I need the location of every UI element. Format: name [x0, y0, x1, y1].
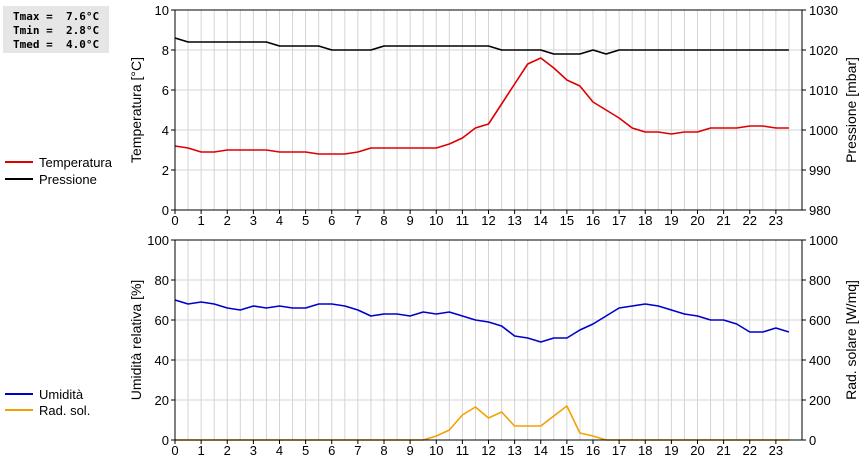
tmax-text: Tmax = 7.6°C: [13, 10, 100, 23]
x-tick-label: 19: [664, 443, 678, 458]
series-line-humidity: [174, 299, 790, 343]
x-tick-label: 13: [507, 443, 521, 458]
y-axis-title: Temperatura [°C]: [128, 57, 144, 163]
legend-label-humidity: Umidità: [39, 386, 84, 402]
y2-tick-label: 1000: [809, 123, 838, 138]
x-tick-label: 2: [224, 443, 231, 458]
x-tick-label: 3: [250, 443, 257, 458]
x-tick-label: 10: [429, 443, 443, 458]
x-tick-label: 16: [586, 213, 600, 228]
x-tick-label: 0: [171, 443, 178, 458]
x-tick-label: 18: [638, 443, 652, 458]
y-tick-label: 60: [155, 313, 169, 328]
y2-axis-title: Pressione [mbar]: [843, 57, 859, 163]
x-tick-label: 12: [481, 443, 495, 458]
y2-axis-title: Rad. solare [W/mq]: [843, 280, 859, 400]
series-line-solar: [175, 405, 789, 441]
series-line-pressure: [174, 37, 789, 55]
x-tick-label: 1: [198, 213, 205, 228]
legend-item-pressure: Pressione: [5, 171, 97, 187]
x-tick-label: 8: [380, 443, 387, 458]
y-tick-label: 8: [162, 43, 169, 58]
y-tick-label: 0: [162, 433, 169, 448]
x-tick-label: 6: [328, 213, 335, 228]
x-tick-label: 14: [534, 213, 548, 228]
y-tick-label: 0: [162, 203, 169, 218]
legend-line-temperature: [5, 161, 33, 163]
x-tick-label: 11: [456, 443, 470, 458]
x-tick-label: 3: [250, 213, 257, 228]
x-tick-label: 20: [690, 443, 704, 458]
x-tick-label: 11: [456, 213, 470, 228]
y2-tick-label: 980: [809, 203, 831, 218]
x-tick-label: 7: [354, 443, 361, 458]
x-tick-label: 18: [638, 213, 652, 228]
x-tick-label: 23: [769, 443, 783, 458]
legend-line-pressure: [5, 178, 33, 180]
x-tick-label: 22: [743, 443, 757, 458]
y2-tick-label: 600: [809, 313, 831, 328]
x-tick-label: 15: [560, 443, 574, 458]
x-tick-label: 7: [354, 213, 361, 228]
x-tick-label: 9: [407, 443, 414, 458]
y-axis-title: Umidità relativa [%]: [128, 280, 144, 401]
legend-label-temperature: Temperatura: [39, 154, 112, 170]
x-tick-label: 9: [407, 213, 414, 228]
x-tick-label: 23: [769, 213, 783, 228]
legend-label-pressure: Pressione: [39, 171, 97, 187]
y-tick-label: 40: [155, 353, 169, 368]
y2-tick-label: 990: [809, 163, 831, 178]
x-tick-label: 10: [429, 213, 443, 228]
x-tick-label: 19: [664, 213, 678, 228]
y2-tick-label: 800: [809, 273, 831, 288]
x-tick-label: 17: [612, 213, 626, 228]
y-tick-label: 10: [155, 3, 169, 18]
series-line-temperature: [174, 57, 789, 155]
y-tick-label: 100: [147, 233, 169, 248]
x-tick-label: 4: [276, 443, 283, 458]
y-tick-label: 4: [162, 123, 169, 138]
y-tick-label: 2: [162, 163, 169, 178]
x-tick-label: 16: [586, 443, 600, 458]
legend-label-solar: Rad. sol.: [39, 402, 91, 418]
x-tick-label: 20: [690, 213, 704, 228]
x-tick-label: 22: [743, 213, 757, 228]
legend-line-solar: [5, 409, 33, 411]
legend-line-humidity: [5, 393, 33, 395]
x-tick-label: 13: [507, 213, 521, 228]
tmin-text: Tmin = 2.8°C: [13, 24, 100, 37]
y-tick-label: 20: [155, 393, 169, 408]
x-tick-label: 5: [302, 443, 309, 458]
legend-item-humidity: Umidità: [5, 386, 83, 402]
stats-box: Tmax = 7.6°C Tmin = 2.8°C Tmed = 4.0°C: [3, 6, 109, 53]
x-tick-label: 4: [276, 213, 283, 228]
y2-tick-label: 1000: [809, 233, 838, 248]
legend-item-temperature: Temperatura: [5, 154, 112, 170]
y2-tick-label: 400: [809, 353, 831, 368]
x-tick-label: 17: [612, 443, 626, 458]
x-tick-label: 21: [716, 443, 730, 458]
y2-tick-label: 1010: [809, 83, 838, 98]
x-tick-label: 12: [481, 213, 495, 228]
legend-item-solar-row: Rad. sol.: [5, 402, 90, 418]
y-tick-label: 6: [162, 83, 169, 98]
x-tick-label: 15: [560, 213, 574, 228]
x-tick-label: 8: [380, 213, 387, 228]
x-tick-label: 6: [328, 443, 335, 458]
x-tick-label: 1: [198, 443, 205, 458]
y2-tick-label: 0: [809, 433, 816, 448]
x-tick-label: 14: [534, 443, 548, 458]
tmed-text: Tmed = 4.0°C: [13, 38, 100, 51]
y2-tick-label: 1030: [809, 3, 838, 18]
y2-tick-label: 1020: [809, 43, 838, 58]
x-tick-label: 5: [302, 213, 309, 228]
y-tick-label: 80: [155, 273, 169, 288]
x-tick-label: 2: [224, 213, 231, 228]
x-tick-label: 21: [716, 213, 730, 228]
x-tick-label: 0: [171, 213, 178, 228]
y2-tick-label: 200: [809, 393, 831, 408]
